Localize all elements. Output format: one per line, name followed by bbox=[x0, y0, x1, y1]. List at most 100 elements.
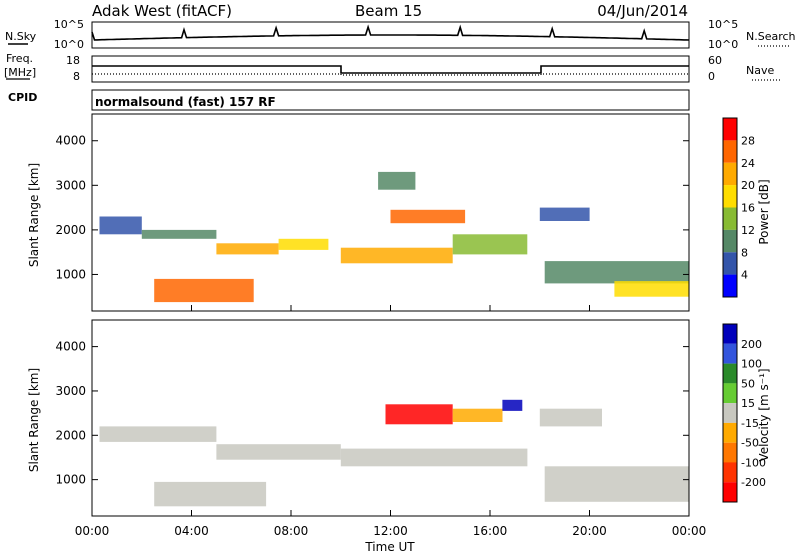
power-colorbar-tick-0: 4 bbox=[741, 269, 748, 282]
xtick-label-2: 08:00 bbox=[274, 524, 309, 538]
velocity-ytick-label-4000: 4000 bbox=[55, 340, 86, 354]
xtick-label-5: 20:00 bbox=[572, 524, 607, 538]
power-heatmap bbox=[99, 171, 689, 303]
power-ylabel: Slant Range [km] bbox=[27, 163, 41, 267]
nsky-tick-top: 10^5 bbox=[54, 18, 84, 31]
power-band-3 bbox=[278, 238, 329, 250]
nsky-label: N.Sky bbox=[5, 30, 37, 43]
time-xaxis: 00:00 04:00 08:00 12:00 16:00 20:00 00:00 bbox=[75, 305, 707, 538]
velocity-colorbar-label: Velocity [m s⁻¹] bbox=[757, 368, 771, 461]
power-colorbar-label: Power [dB] bbox=[757, 179, 771, 244]
velocity-colorbar-swatch-4 bbox=[723, 403, 737, 423]
xtick-label-4: 16:00 bbox=[473, 524, 508, 538]
velocity-colorbar-tick-6: -100 bbox=[741, 456, 766, 469]
freq-panel-frame bbox=[91, 55, 690, 83]
power-band-8 bbox=[544, 261, 689, 284]
velocity-colorbar-swatch-8 bbox=[723, 482, 737, 502]
power-colorbar-frame bbox=[722, 117, 738, 298]
power-colorbar-tick-3: 16 bbox=[741, 202, 755, 215]
nsearch-tick-top: 10^5 bbox=[708, 18, 738, 31]
xaxis-label: Time UT bbox=[364, 540, 415, 554]
velocity-colorbar-tick-4: -15 bbox=[741, 417, 759, 430]
power-band-6 bbox=[390, 209, 466, 224]
velocity-colorbar-tick-2: 50 bbox=[741, 377, 755, 390]
nave-tick-bottom: 0 bbox=[708, 70, 715, 83]
velocity-band-6 bbox=[452, 408, 503, 422]
xtick-label-0: 00:00 bbox=[75, 524, 110, 538]
power-colorbar-swatch-3 bbox=[723, 185, 737, 208]
nsky-panel-frame bbox=[91, 21, 690, 49]
velocity-band-4 bbox=[544, 466, 689, 502]
station-title: Adak West (fitACF) bbox=[92, 2, 232, 20]
velocity-band-7 bbox=[502, 399, 523, 411]
velocity-band-1 bbox=[216, 444, 341, 460]
power-band-11 bbox=[378, 171, 416, 190]
velocity-colorbar-swatch-6 bbox=[723, 442, 737, 463]
velocity-heatmap bbox=[99, 399, 689, 507]
power-ytick-label-4000: 4000 bbox=[55, 134, 86, 148]
power-band-10 bbox=[539, 207, 590, 221]
power-band-1 bbox=[141, 229, 217, 239]
power-colorbar-swatch-4 bbox=[723, 207, 737, 230]
nsky-tick-bottom: 10^0 bbox=[54, 38, 84, 51]
velocity-colorbar-swatch-3 bbox=[723, 383, 737, 404]
velocity-ytick-label-3000: 3000 bbox=[55, 384, 86, 398]
velocity-band-8 bbox=[539, 408, 602, 427]
velocity-colorbar-swatch-7 bbox=[723, 462, 737, 483]
cpid-panel-frame bbox=[91, 89, 690, 111]
power-colorbar-tick-1: 8 bbox=[741, 246, 748, 259]
power-band-2 bbox=[216, 243, 279, 255]
power-colorbar: 4 8 12 16 20 24 28 bbox=[722, 117, 755, 298]
velocity-ytick-label-2000: 2000 bbox=[55, 428, 86, 442]
velocity-ylabel: Slant Range [km] bbox=[27, 368, 41, 472]
velocity-band-2 bbox=[340, 448, 528, 467]
freq-label-line2: [MHz] bbox=[4, 66, 36, 79]
power-colorbar-swatch-2 bbox=[723, 162, 737, 186]
velocity-band-3 bbox=[154, 481, 267, 507]
power-colorbar-tick-5: 24 bbox=[741, 157, 755, 170]
power-ytick-label-1000: 1000 bbox=[55, 267, 86, 281]
velocity-colorbar: 200 100 50 15 -15 -50 -100 -200 bbox=[722, 323, 766, 503]
velocity-yaxis: 1000 2000 3000 4000 bbox=[55, 340, 689, 487]
velocity-colorbar-swatch-5 bbox=[723, 422, 737, 443]
power-colorbar-swatch-7 bbox=[723, 274, 737, 297]
velocity-colorbar-tick-0: 200 bbox=[741, 338, 762, 351]
power-colorbar-tick-2: 12 bbox=[741, 224, 755, 237]
nsearch-tick-bottom: 10^0 bbox=[708, 38, 738, 51]
nsearch-label: N.Search bbox=[746, 30, 796, 43]
velocity-colorbar-swatch-2 bbox=[723, 363, 737, 384]
nave-trace bbox=[92, 73, 689, 76]
velocity-band-0 bbox=[99, 426, 217, 442]
nsky-trace bbox=[91, 24, 690, 41]
xtick-label-3: 12:00 bbox=[373, 524, 408, 538]
velocity-colorbar-swatch-1 bbox=[723, 343, 737, 364]
power-band-9 bbox=[614, 281, 689, 297]
nave-tick-top: 60 bbox=[708, 54, 722, 67]
velocity-band-5 bbox=[385, 404, 453, 425]
power-colorbar-swatch-6 bbox=[723, 252, 737, 275]
power-colorbar-swatch-1 bbox=[723, 140, 737, 163]
cpid-label: CPID bbox=[8, 91, 37, 104]
power-ytick-label-3000: 3000 bbox=[55, 178, 86, 192]
power-yaxis: 1000 2000 3000 4000 bbox=[55, 134, 689, 281]
power-colorbar-tick-6: 28 bbox=[741, 134, 755, 147]
date-title: 04/Jun/2014 bbox=[597, 2, 688, 20]
cpid-value: normalsound (fast) 157 RF bbox=[95, 95, 276, 109]
freq-label-line1: Freq. bbox=[6, 52, 33, 65]
xtick-label-6: 00:00 bbox=[672, 524, 707, 538]
power-colorbar-swatch-5 bbox=[723, 229, 737, 253]
nave-label: Nave bbox=[746, 64, 774, 77]
velocity-colorbar-tick-5: -50 bbox=[741, 437, 759, 450]
beam-title: Beam 15 bbox=[355, 2, 422, 20]
velocity-ytick-label-1000: 1000 bbox=[55, 473, 86, 487]
power-ytick-label-2000: 2000 bbox=[55, 223, 86, 237]
power-colorbar-tick-4: 20 bbox=[741, 179, 755, 192]
power-band-5 bbox=[452, 234, 528, 255]
velocity-colorbar-swatch-0 bbox=[723, 324, 737, 344]
power-band-7 bbox=[154, 278, 254, 303]
power-band-4 bbox=[340, 247, 453, 264]
velocity-colorbar-frame bbox=[722, 323, 738, 503]
power-band-0 bbox=[99, 216, 142, 235]
velocity-colorbar-tick-7: -200 bbox=[741, 476, 766, 489]
